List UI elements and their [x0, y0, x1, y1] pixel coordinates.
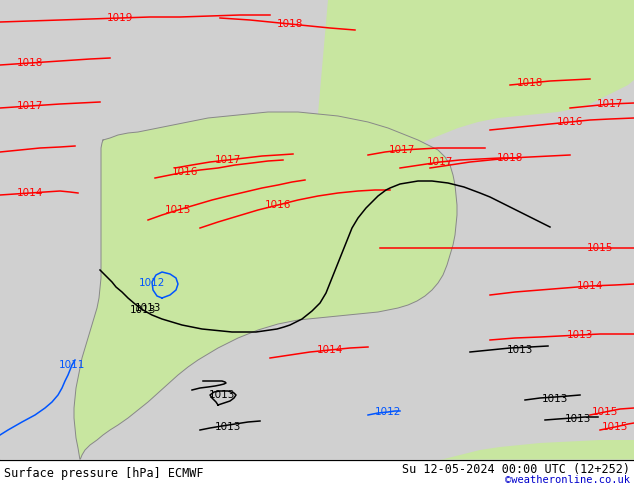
- Text: 1012: 1012: [139, 278, 165, 288]
- Text: 1017: 1017: [597, 99, 623, 109]
- Text: 1018: 1018: [497, 153, 523, 163]
- Text: 1019: 1019: [107, 13, 133, 23]
- Text: 1013: 1013: [542, 394, 568, 404]
- Text: 1014: 1014: [17, 188, 43, 198]
- Text: 1017: 1017: [17, 101, 43, 111]
- Text: 1016: 1016: [557, 117, 583, 127]
- Text: 1013: 1013: [130, 305, 156, 315]
- Bar: [0, 460, 634, 490]
- Polygon shape: [318, 0, 634, 208]
- Bar: [0, 460, 634, 490]
- Polygon shape: [440, 440, 634, 460]
- Text: 1016: 1016: [172, 167, 198, 177]
- Text: 1015: 1015: [602, 422, 628, 432]
- Text: 1013: 1013: [215, 422, 241, 432]
- Text: 1013: 1013: [567, 330, 593, 340]
- Text: 1018: 1018: [17, 58, 43, 68]
- Text: 1017: 1017: [389, 145, 415, 155]
- Text: ©weatheronline.co.uk: ©weatheronline.co.uk: [505, 475, 630, 485]
- Text: 1016: 1016: [265, 200, 291, 210]
- Text: 1015: 1015: [165, 205, 191, 215]
- Text: 1017: 1017: [215, 155, 241, 165]
- Polygon shape: [74, 112, 457, 460]
- Ellipse shape: [484, 262, 496, 268]
- Text: 1014: 1014: [577, 281, 603, 291]
- Text: Surface pressure [hPa] ECMWF: Surface pressure [hPa] ECMWF: [4, 466, 204, 480]
- Text: 1011: 1011: [59, 360, 85, 370]
- Text: 1017: 1017: [427, 157, 453, 167]
- Text: 1018: 1018: [277, 19, 303, 29]
- Text: 1015: 1015: [592, 407, 618, 417]
- Text: 1013: 1013: [507, 345, 533, 355]
- Ellipse shape: [506, 278, 514, 282]
- Text: 1013: 1013: [209, 390, 235, 400]
- Text: 1015: 1015: [587, 243, 613, 253]
- Text: 1014: 1014: [317, 345, 343, 355]
- Text: 1018: 1018: [517, 78, 543, 88]
- Text: Su 12-05-2024 00:00 UTC (12+252): Su 12-05-2024 00:00 UTC (12+252): [402, 463, 630, 475]
- Text: 1012: 1012: [375, 407, 401, 417]
- Text: 1013: 1013: [135, 303, 161, 313]
- Text: 1013: 1013: [565, 414, 591, 424]
